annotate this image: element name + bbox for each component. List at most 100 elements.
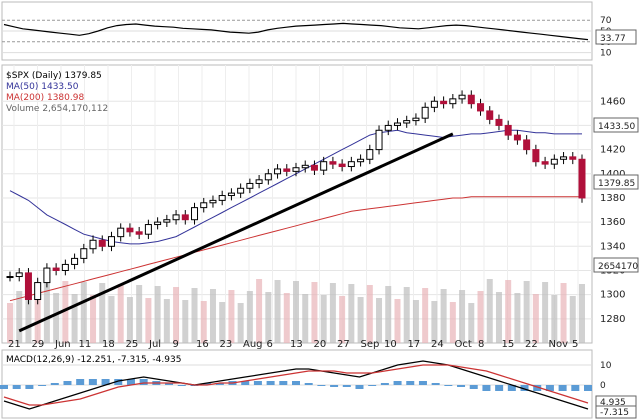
macd-histogram-bar [50, 383, 59, 385]
macd-histogram-bar [304, 383, 313, 385]
candle-body [98, 239, 106, 247]
volume-bar [43, 280, 50, 343]
symbol-title: $SPX (Daily) 1379.85 [6, 71, 102, 81]
macd-histogram-bar [584, 385, 592, 391]
macd-histogram-bar [317, 385, 326, 386]
candle-body [24, 272, 32, 300]
candle-body [477, 103, 485, 112]
macd-badge-hist: 4.935 [600, 398, 626, 408]
macd-tick-label: 0 [600, 381, 606, 391]
x-tick-label: 10 [384, 339, 397, 350]
macd-histogram-bar [253, 381, 262, 385]
macd-histogram-bar [76, 379, 85, 385]
volume-bar [126, 297, 133, 343]
volume-bar [108, 296, 115, 343]
candle-body [126, 227, 134, 233]
volume-bar [486, 279, 493, 343]
candle-body [458, 94, 466, 100]
volume-bar [412, 300, 419, 343]
macd-histogram-bar [457, 385, 466, 387]
volume-bar [16, 291, 23, 343]
candle-body [310, 164, 318, 171]
macd-histogram-bar [355, 385, 364, 389]
ma200-legend: MA(200) 1380.98 [6, 93, 84, 103]
volume-bar [514, 293, 521, 343]
macd-histogram-bar [0, 385, 8, 389]
x-tick-label: 9 [173, 339, 179, 350]
volume-bar [163, 299, 170, 343]
volume-bar [293, 281, 299, 343]
x-tick-label: Sep [361, 339, 380, 350]
price-tick-label: 1340 [600, 241, 625, 252]
macd-histogram-bar [330, 385, 339, 387]
volume-bar [422, 288, 429, 343]
price-tick-label: 1380 [600, 193, 625, 204]
volume-bar [246, 291, 253, 343]
candle-body [523, 139, 531, 151]
trendline [18, 132, 454, 333]
volume-bar [468, 303, 475, 343]
macd-histogram-bar [482, 385, 491, 391]
macd-badge-signal: -7.315 [600, 408, 629, 418]
x-tick-label: 6 [267, 339, 273, 350]
candle-body [421, 106, 429, 119]
candle-body [255, 179, 263, 184]
price-tick-label: 1460 [600, 96, 625, 107]
candle-body [560, 156, 568, 160]
macd-histogram-bar [139, 379, 148, 385]
candle-body [578, 158, 586, 199]
macd-histogram-bar [215, 383, 224, 385]
candle-body [181, 214, 189, 221]
candle-body [532, 149, 540, 163]
candle-body [357, 158, 365, 163]
volume-bar [200, 301, 207, 343]
candle-body [292, 167, 300, 172]
candle-body [495, 118, 503, 126]
candle-body [301, 164, 309, 169]
rsi-badge: 33.77 [600, 34, 626, 44]
candle-body [412, 117, 420, 122]
macd-histogram-bar [241, 381, 250, 385]
volume-bar [431, 301, 438, 343]
macd-histogram-bar [266, 381, 275, 385]
volume-legend: Volume 2,654,170,112 [6, 104, 108, 114]
macd-histogram-bar [393, 381, 402, 385]
volume-bar [154, 286, 161, 343]
x-tick-label: 23 [220, 339, 233, 350]
candle-body [71, 257, 79, 265]
price-panel: 1280130013201340136013801400142014401460… [1, 64, 639, 344]
volume-bar [302, 294, 309, 343]
volume-bar [283, 293, 290, 343]
candle-body [191, 207, 199, 221]
volume-bar [219, 302, 226, 343]
macd-histogram-bar [126, 379, 135, 385]
volume-bar [560, 283, 567, 343]
x-tick-label: 5 [572, 339, 578, 350]
candle-body [200, 202, 208, 209]
price-legend: $SPX (Daily) 1379.85 MA(50) 1433.50 MA(2… [6, 71, 108, 114]
volume-bar [71, 294, 78, 343]
volume-bar [62, 281, 69, 343]
volume-bar [7, 303, 13, 343]
candle-body [144, 224, 152, 235]
x-axis-labels: 21 29 Jun 11 18 25 Jul 9 16 23 Aug 6 13 20 27 Sep 10 17 24… [8, 339, 578, 350]
price-tick-label: 1420 [600, 145, 625, 156]
volume-bar [376, 298, 383, 343]
macd-histogram-bar [114, 379, 123, 385]
volume-bar [34, 292, 41, 343]
volume-bar [348, 284, 355, 343]
candle-body [237, 187, 245, 194]
candle-body [172, 214, 180, 221]
volume-bar [191, 288, 198, 343]
volume-bar [385, 286, 392, 343]
macd-panel: 10 0 MACD(12,26,9) -12.251, -7.315, -4.93… [0, 349, 637, 419]
candle-body [513, 134, 521, 141]
price-tick-label: 1360 [600, 217, 625, 228]
volume-bar [90, 295, 97, 343]
candle-body [504, 124, 512, 136]
volume-bar [311, 282, 318, 343]
x-tick-label: 27 [337, 339, 350, 350]
volume-bar [366, 285, 373, 343]
x-tick-label: 24 [431, 339, 444, 350]
